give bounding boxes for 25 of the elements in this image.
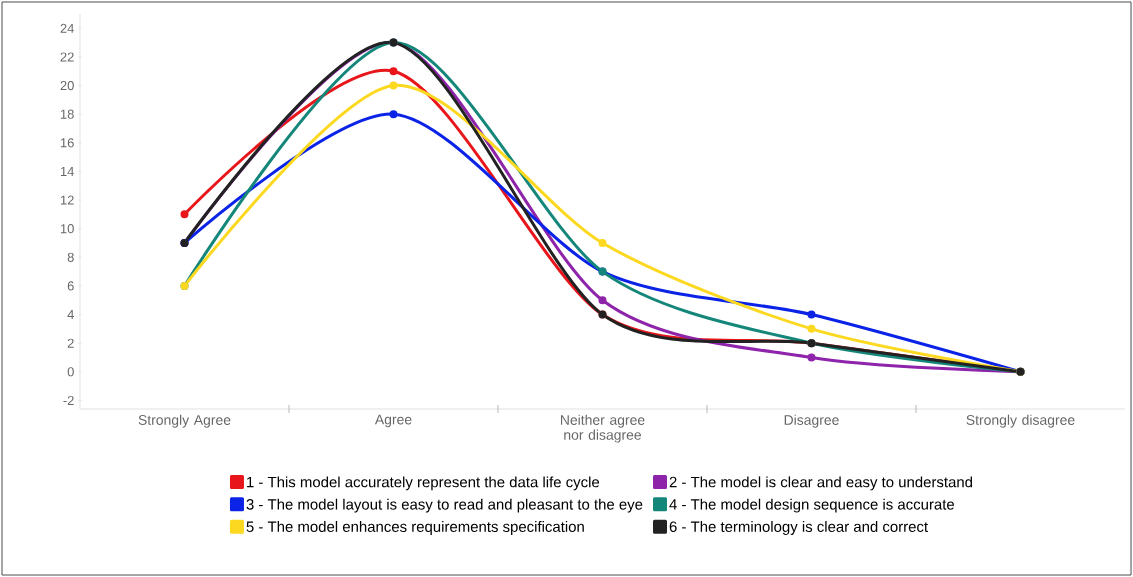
y-tick-label: 4 [67,310,74,319]
legend-label: 2 - The model is clear and easy to understand [669,476,973,491]
x-tick-label: Disagree [784,414,839,428]
legend-label: 5 - The model enhances requirements specification [246,521,584,535]
y-tick-label: 2 [67,338,74,348]
y-tick-label: 16 [60,138,74,148]
y-tick-label: 12 [60,195,74,205]
y-tick-label: 6 [67,281,74,291]
y-tick-label: 14 [60,166,74,176]
x-tick-label: Strongly disagree [966,414,1075,428]
legend-label: 4 - The model design sequence is accurate [669,498,955,513]
y-tick-label: -2 [63,395,74,405]
x-tick-label: Neither agree nor disagree [560,414,645,443]
legend-label: 3 - The model layout is easy to read and pleasant to the eye [246,498,643,513]
x-tick-label: Strongly Agree [138,414,231,428]
legend-label: 1 - This model accurately represent the data life cycle [247,476,600,491]
x-tick-label: Agree [374,414,412,428]
y-tick-label: 10 [60,224,74,234]
legend-label: 6 - The terminology is clear and correct [669,521,928,535]
y-tick-label: 24 [60,23,74,33]
y-tick-label: 20 [60,80,74,91]
y-tick-label: 22 [60,52,74,62]
y-tick-label: 0 [67,367,74,377]
y-tick-label: 8 [67,252,74,262]
y-tick-label: 18 [60,109,74,119]
